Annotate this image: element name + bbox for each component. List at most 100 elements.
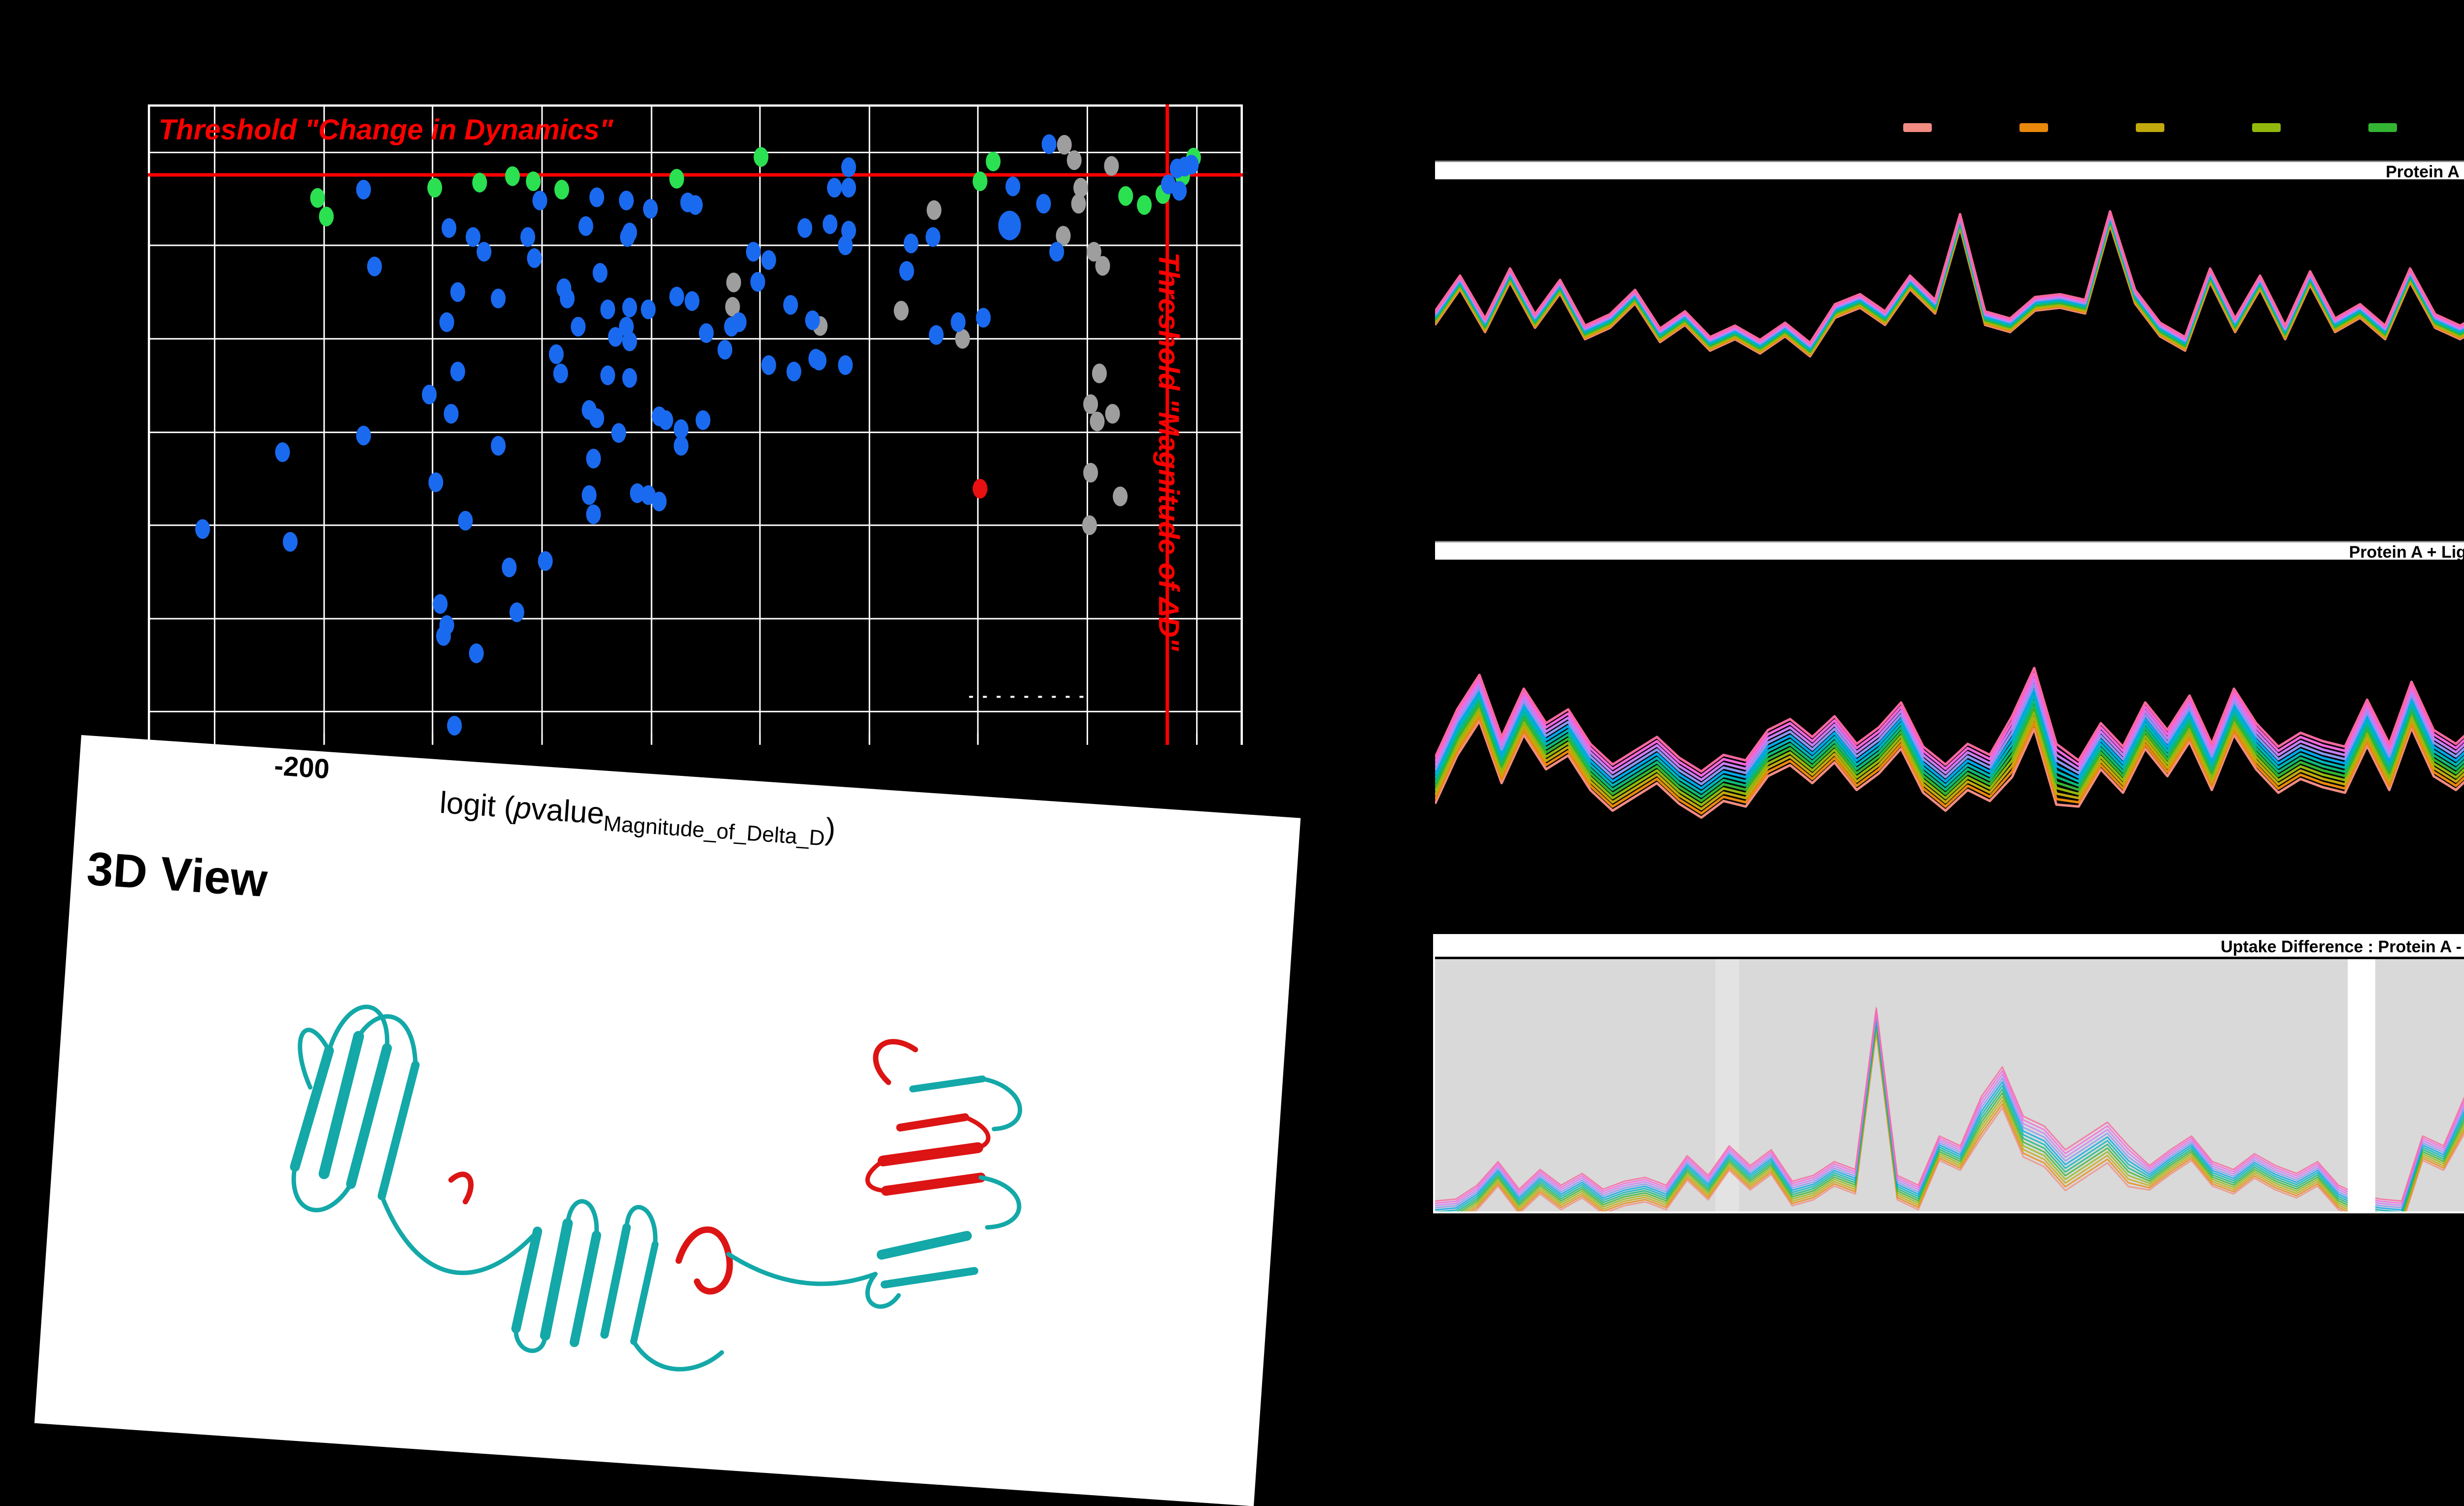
peptide-point[interactable] — [548, 344, 564, 364]
peptide-point[interactable] — [838, 355, 853, 375]
peptide-point[interactable] — [1082, 515, 1097, 535]
peptide-point[interactable] — [699, 323, 714, 343]
peptide-point[interactable] — [436, 626, 451, 646]
peptide-point[interactable] — [797, 218, 813, 238]
peptide-point[interactable] — [422, 384, 437, 404]
peptide-point[interactable] — [1066, 150, 1082, 170]
peptide-point[interactable] — [926, 200, 942, 220]
peptide-point[interactable] — [447, 716, 462, 736]
peptide-point[interactable] — [695, 410, 711, 430]
peptide-point[interactable] — [951, 312, 966, 332]
peptide-point[interactable] — [674, 419, 689, 439]
peptide-point[interactable] — [491, 288, 506, 308]
peptide-point[interactable] — [1056, 226, 1071, 246]
peptide-point[interactable] — [1036, 194, 1051, 214]
peptide-point[interactable] — [553, 364, 568, 383]
peptide-point[interactable] — [356, 426, 371, 446]
peptide-point[interactable] — [1113, 486, 1128, 506]
peptide-point[interactable] — [674, 435, 689, 456]
peptide-point[interactable] — [808, 349, 823, 369]
peptide-point[interactable] — [726, 272, 741, 293]
peptide-point[interactable] — [841, 178, 856, 198]
peptide-point[interactable] — [1161, 174, 1176, 195]
peptide-point[interactable] — [641, 300, 656, 319]
protein-ribbon-3d[interactable] — [204, 953, 1119, 1455]
peptide-point[interactable] — [509, 602, 524, 622]
peptide-point[interactable] — [658, 410, 674, 430]
legend-swatch-timepoint-1[interactable] — [1903, 123, 1932, 132]
peptide-point[interactable] — [955, 329, 970, 349]
peptide-point[interactable] — [1057, 134, 1072, 155]
peptide-point[interactable] — [428, 472, 444, 492]
peptide-point[interactable] — [622, 298, 637, 318]
peptide-point[interactable] — [1104, 156, 1119, 176]
peptide-point[interactable] — [630, 483, 645, 503]
peptide-point[interactable] — [439, 312, 454, 332]
peptide-point[interactable] — [477, 242, 492, 262]
peptide-point[interactable] — [427, 178, 443, 198]
peptide-point[interactable] — [1049, 242, 1064, 262]
peptide-point[interactable] — [622, 332, 637, 351]
peptide-point[interactable] — [893, 301, 909, 321]
peptide-point[interactable] — [750, 272, 765, 292]
peptide-point[interactable] — [1086, 242, 1101, 262]
peptide-point[interactable] — [620, 227, 635, 247]
peptide-point[interactable] — [783, 295, 798, 315]
peptide-point[interactable] — [1092, 364, 1107, 383]
peptide-point[interactable] — [538, 551, 553, 571]
peptide-point[interactable] — [669, 287, 684, 306]
peptide-point[interactable] — [822, 214, 838, 234]
peptide-point[interactable] — [356, 179, 371, 200]
peptide-point[interactable] — [925, 227, 941, 247]
peptide-point[interactable] — [1071, 194, 1086, 214]
peptide-point[interactable] — [731, 312, 747, 332]
peptide-point[interactable] — [761, 250, 776, 270]
peptide-point[interactable] — [527, 248, 542, 268]
peptide-point[interactable] — [578, 216, 593, 236]
uptake-plot-protein-a-ligand[interactable] — [1435, 560, 2464, 911]
peptide-point[interactable] — [195, 519, 210, 539]
peptide-point[interactable] — [746, 242, 761, 262]
peptide-point[interactable] — [282, 532, 298, 552]
peptide-point[interactable] — [1073, 178, 1089, 198]
peptide-point[interactable] — [442, 218, 457, 238]
peptide-point[interactable] — [998, 210, 1021, 240]
peptide-point[interactable] — [589, 187, 605, 207]
peptide-point[interactable] — [582, 485, 597, 505]
peptide-point[interactable] — [805, 310, 820, 331]
peptide-point[interactable] — [1137, 195, 1152, 215]
peptide-point[interactable] — [469, 643, 484, 664]
peptide-point[interactable] — [600, 365, 616, 385]
peptide-point[interactable] — [976, 307, 991, 328]
peptide-point[interactable] — [643, 199, 658, 219]
legend-swatch-timepoint-5[interactable] — [2368, 123, 2397, 132]
peptide-point[interactable] — [600, 300, 616, 319]
peptide-point[interactable] — [786, 362, 801, 382]
peptide-point[interactable] — [450, 282, 465, 302]
peptide-point[interactable] — [367, 256, 382, 276]
peptide-point[interactable] — [505, 166, 520, 186]
legend-swatch-timepoint-3[interactable] — [2136, 123, 2164, 132]
peptide-point[interactable] — [586, 504, 601, 524]
peptide-point[interactable] — [310, 188, 325, 208]
peptide-point[interactable] — [1095, 256, 1110, 276]
peptide-point[interactable] — [444, 403, 459, 424]
uptake-difference-plot[interactable] — [1435, 959, 2464, 1211]
peptide-point[interactable] — [717, 339, 732, 360]
peptide-point[interactable] — [684, 291, 700, 311]
peptide-point[interactable] — [592, 263, 608, 283]
peptide-point[interactable] — [1083, 463, 1098, 483]
peptide-point[interactable] — [669, 168, 684, 189]
peptide-point[interactable] — [608, 327, 623, 347]
peptide-point[interactable] — [841, 157, 856, 177]
peptide-point[interactable] — [972, 171, 988, 191]
peptide-point[interactable] — [622, 368, 637, 388]
legend-swatch-timepoint-2[interactable] — [2019, 123, 2048, 132]
peptide-point[interactable] — [651, 492, 667, 511]
peptide-point[interactable] — [1041, 134, 1057, 154]
peptide-point[interactable] — [972, 479, 988, 499]
peptide-point[interactable] — [526, 171, 541, 191]
peptide-point[interactable] — [520, 227, 536, 247]
peptide-point[interactable] — [827, 178, 842, 198]
peptide-point[interactable] — [838, 235, 853, 255]
